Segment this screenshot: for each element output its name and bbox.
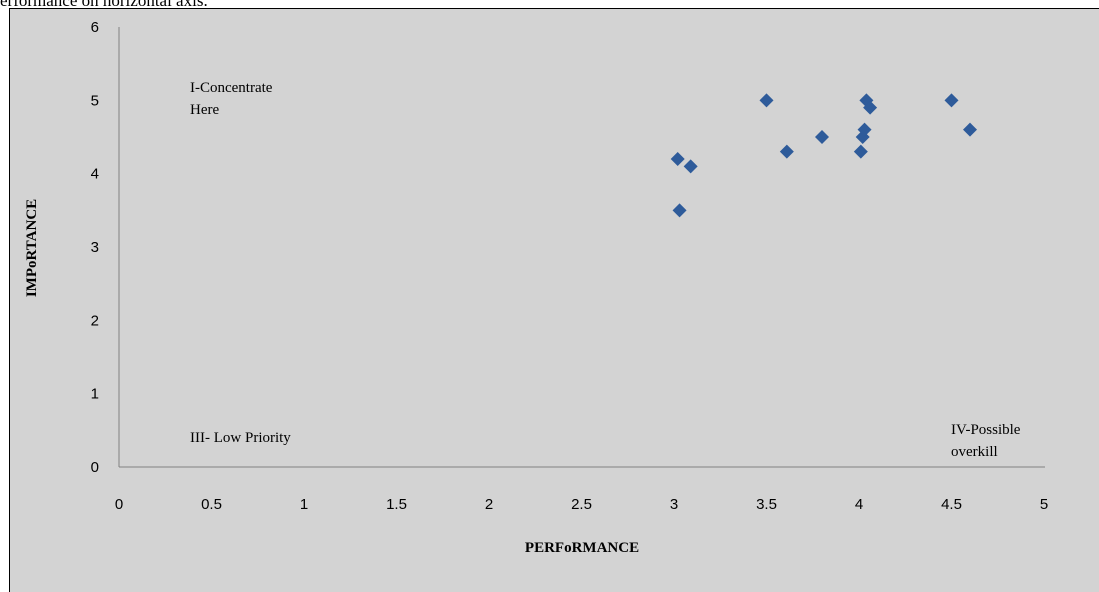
y-tick-label: 2 (91, 312, 99, 329)
data-point (672, 203, 687, 218)
x-tick-labels: 0 0.5 1 1.5 2 2.5 3 3.5 4 4.5 5 (115, 496, 1048, 513)
data-point (779, 144, 794, 159)
x-tick-label: 1 (300, 496, 308, 513)
axes (118, 27, 1045, 468)
annotation-q4: IV-Possible overkill (951, 422, 1021, 460)
x-tick-label: 2.5 (571, 496, 592, 513)
y-tick-label: 3 (91, 239, 99, 256)
x-tick-label: 0 (115, 496, 123, 513)
annotation-q3-line1: III- Low Priority (190, 430, 291, 446)
annotation-q1: I-Concentrate Here (190, 80, 273, 118)
x-tick-label: 0.5 (201, 496, 222, 513)
data-point (683, 159, 698, 174)
annotation-q4-line1: IV-Possible (951, 422, 1021, 438)
y-tick-label: 1 (91, 386, 99, 403)
annotation-q1-line1: I-Concentrate (190, 80, 273, 96)
data-point (670, 152, 685, 166)
data-point (853, 144, 868, 159)
x-tick-label: 1.5 (386, 496, 407, 513)
x-tick-label: 4 (855, 496, 863, 513)
x-tick-label: 3 (670, 496, 678, 513)
y-tick-label: 6 (91, 19, 99, 36)
y-tick-label: 0 (91, 459, 99, 476)
x-tick-label: 2 (485, 496, 493, 513)
annotation-q3: III- Low Priority (190, 430, 291, 446)
annotation-q1-line2: Here (190, 102, 219, 118)
x-tick-label: 5 (1040, 496, 1048, 513)
data-point (759, 93, 774, 108)
x-tick-label: 3.5 (756, 496, 777, 513)
data-point (944, 93, 959, 108)
data-point (857, 122, 872, 137)
x-tick-label: 4.5 (941, 496, 962, 513)
caption-fragment: erformance on horizontal axis. (0, 0, 208, 10)
chart-area (9, 8, 1099, 592)
data-point (863, 100, 878, 115)
data-point (815, 130, 829, 144)
y-axis-title: IMPoRTANCE (24, 199, 40, 297)
y-tick-labels: 0 1 2 3 4 5 6 (91, 19, 99, 476)
annotation-q4-line2: overkill (951, 444, 998, 460)
y-tick-label: 5 (91, 92, 99, 109)
x-axis-title: PERFoRMANCE (525, 540, 639, 556)
data-points (670, 93, 977, 218)
data-point (963, 122, 977, 137)
y-tick-label: 4 (91, 166, 99, 183)
